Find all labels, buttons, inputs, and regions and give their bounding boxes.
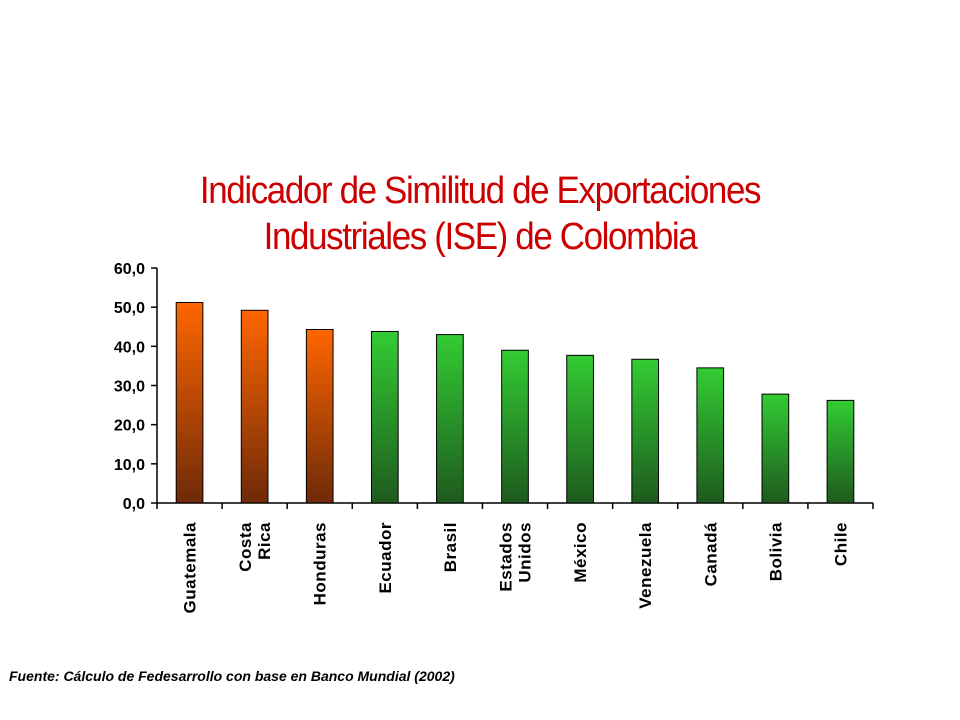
category-label: Chile xyxy=(831,522,850,566)
category-label: Venezuela xyxy=(636,522,655,609)
y-tick-label: 20,0 xyxy=(114,418,145,435)
category-label: Bolivia xyxy=(766,522,785,581)
bar-méxico xyxy=(566,354,594,504)
x-axis xyxy=(156,502,874,509)
category-label: Costa xyxy=(236,522,255,572)
category-label: México xyxy=(571,522,590,583)
y-axis: 0,0 10,0 20,0 30,0 40,0 50,0 60,0 xyxy=(114,261,158,513)
category-label: Estados xyxy=(497,522,516,592)
bar-guatemala xyxy=(175,301,204,504)
bar-bolivia xyxy=(761,393,790,504)
bar-honduras xyxy=(305,328,334,504)
bars xyxy=(175,301,855,504)
chart-title: Indicador de Similitud de Exportaciones … xyxy=(38,168,921,260)
y-tick-label: 10,0 xyxy=(114,457,145,474)
chart-title-line-1: Indicador de Similitud de Exportaciones xyxy=(199,170,762,212)
bar-ecuador xyxy=(370,330,399,504)
category-labels: Guatemala Costa Rica Honduras Ecuador Brasil E… xyxy=(181,522,851,613)
category-label: Canadá xyxy=(701,522,720,586)
bar-canadá xyxy=(696,367,725,504)
y-tick-label: 0,0 xyxy=(123,496,145,513)
bar-venezuela xyxy=(631,358,660,504)
bar-brasil xyxy=(436,334,464,504)
category-label: Honduras xyxy=(311,522,330,605)
category-label: Rica xyxy=(255,522,274,560)
source-note: Fuente: Cálculo de Fedesarrollo con base… xyxy=(9,668,455,684)
y-tick-label: 60,0 xyxy=(114,261,145,278)
bar-estados-unidos xyxy=(501,349,529,504)
y-tick-label: 30,0 xyxy=(114,379,145,396)
category-label: Ecuador xyxy=(376,522,395,594)
category-label: Guatemala xyxy=(181,522,200,613)
chart-title-line-2: Industriales (ISE) de Colombia xyxy=(263,216,698,258)
bar-chile xyxy=(826,399,855,504)
y-tick-label: 40,0 xyxy=(114,339,145,356)
category-label: Brasil xyxy=(441,522,460,572)
category-label: Unidos xyxy=(516,522,535,583)
y-tick-label: 50,0 xyxy=(114,300,145,317)
bar-costa-rica xyxy=(240,309,269,504)
